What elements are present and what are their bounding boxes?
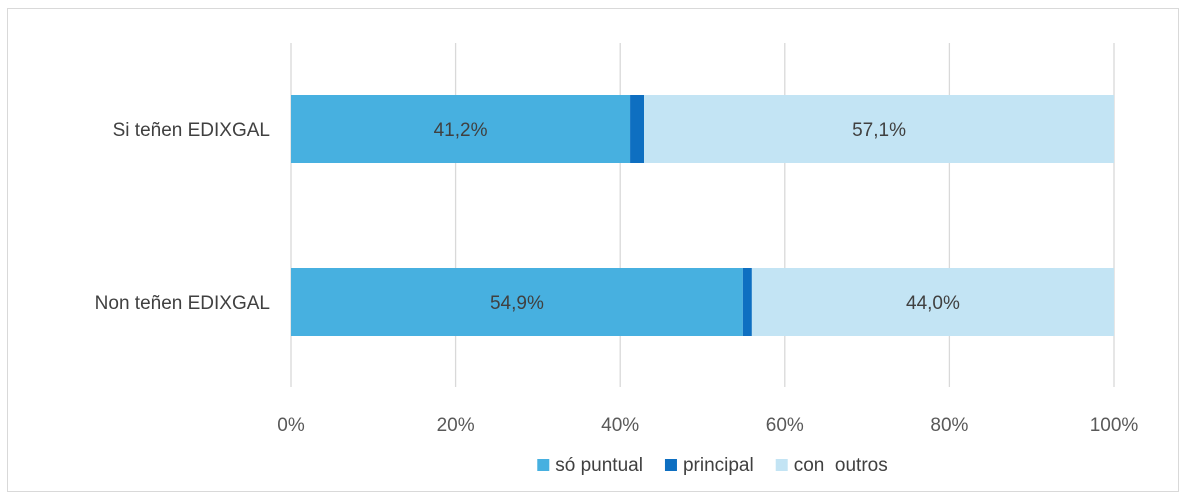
bar-segment <box>644 95 1114 163</box>
legend: só puntual principal con outros <box>537 455 888 476</box>
x-tick-label: 80% <box>930 415 968 436</box>
x-tick-label: 60% <box>766 415 804 436</box>
x-tick-label: 100% <box>1090 415 1139 436</box>
x-axis-ticks: 0% 20% 40% 60% 80% 100% <box>277 415 1138 436</box>
x-tick-label: 20% <box>437 415 475 436</box>
x-tick-label: 0% <box>277 415 305 436</box>
legend-label: principal <box>683 455 754 476</box>
category-label: Si teñen EDIXGAL <box>113 120 270 141</box>
bar-segment <box>751 268 1114 336</box>
legend-label: con outros <box>794 455 888 476</box>
chart-frame <box>7 8 1179 492</box>
bar-segment <box>742 268 752 336</box>
bar-segment <box>291 95 631 163</box>
category-label: Non teñen EDIXGAL <box>95 293 270 314</box>
category-labels: Si teñen EDIXGAL Non teñen EDIXGAL <box>95 120 270 314</box>
bars <box>291 95 1114 336</box>
x-tick-label: 40% <box>601 415 639 436</box>
data-label: 57,1% <box>852 120 906 141</box>
legend-swatch <box>775 459 788 471</box>
bar-segment <box>291 268 743 336</box>
data-label: 44,0% <box>906 293 960 314</box>
data-label: 54,9% <box>490 293 544 314</box>
bar-segment <box>630 95 645 163</box>
legend-swatch <box>537 459 550 471</box>
data-label: 41,2% <box>434 120 488 141</box>
legend-label: só puntual <box>555 455 643 476</box>
data-labels: 41,2% 57,1% 54,9% 44,0% <box>434 120 960 314</box>
legend-swatch <box>664 459 677 471</box>
